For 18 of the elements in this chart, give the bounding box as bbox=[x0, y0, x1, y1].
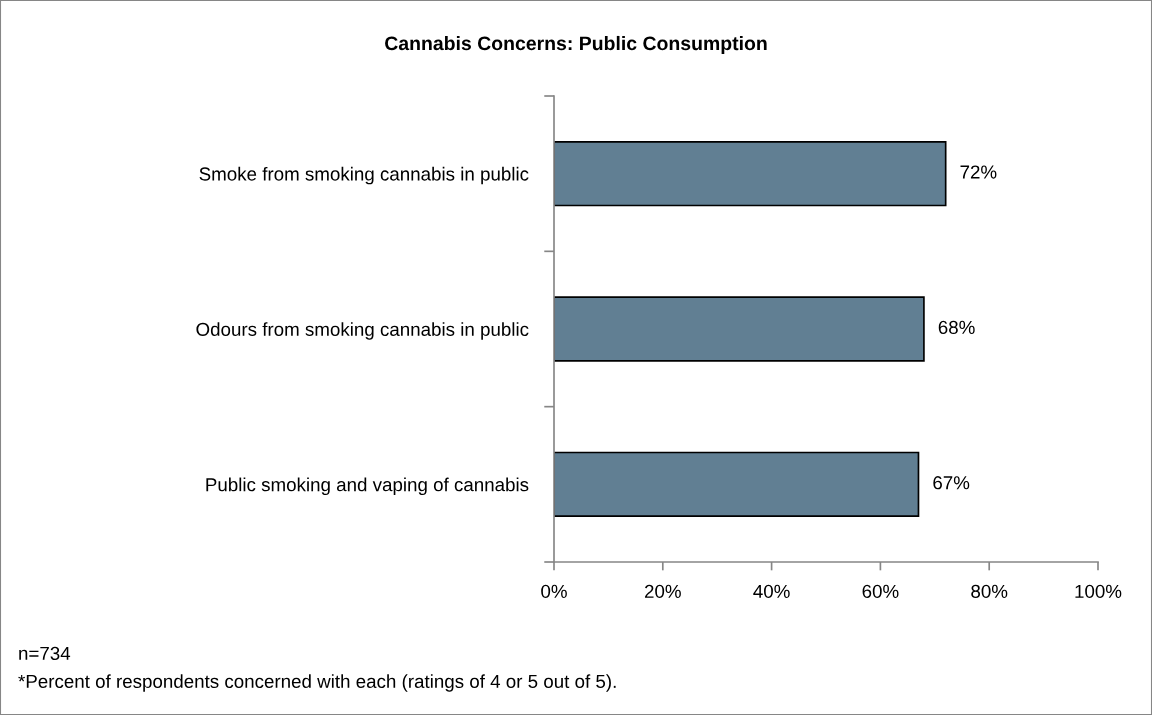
x-tick-label: 80% bbox=[971, 584, 1008, 598]
x-tick-label: 60% bbox=[862, 584, 899, 598]
bar bbox=[554, 451, 920, 518]
x-tick-label: 0% bbox=[541, 584, 567, 598]
text: n=734 bbox=[19, 646, 71, 661]
data-label: 67% bbox=[933, 476, 970, 490]
x-tick-label: 40% bbox=[753, 584, 790, 598]
chart-title: Cannabis Concerns: Public Consumption bbox=[385, 35, 767, 55]
data-label: 72% bbox=[960, 165, 997, 179]
y-tick-label: Smoke from smoking cannabis in public bbox=[199, 166, 529, 185]
x-tick-label: 20% bbox=[644, 584, 681, 598]
x-tick-label: 100% bbox=[1075, 584, 1122, 598]
bar bbox=[554, 140, 947, 207]
text: *Percent of respondents concerned with each (ratings of 4 or 5 out of 5). bbox=[18, 674, 616, 692]
data-label: 68% bbox=[938, 320, 975, 335]
bar bbox=[554, 296, 925, 362]
y-tick-label: Public smoking and vaping of cannabis bbox=[206, 477, 529, 496]
y-tick-label: Odours from smoking cannabis in public bbox=[196, 322, 529, 340]
